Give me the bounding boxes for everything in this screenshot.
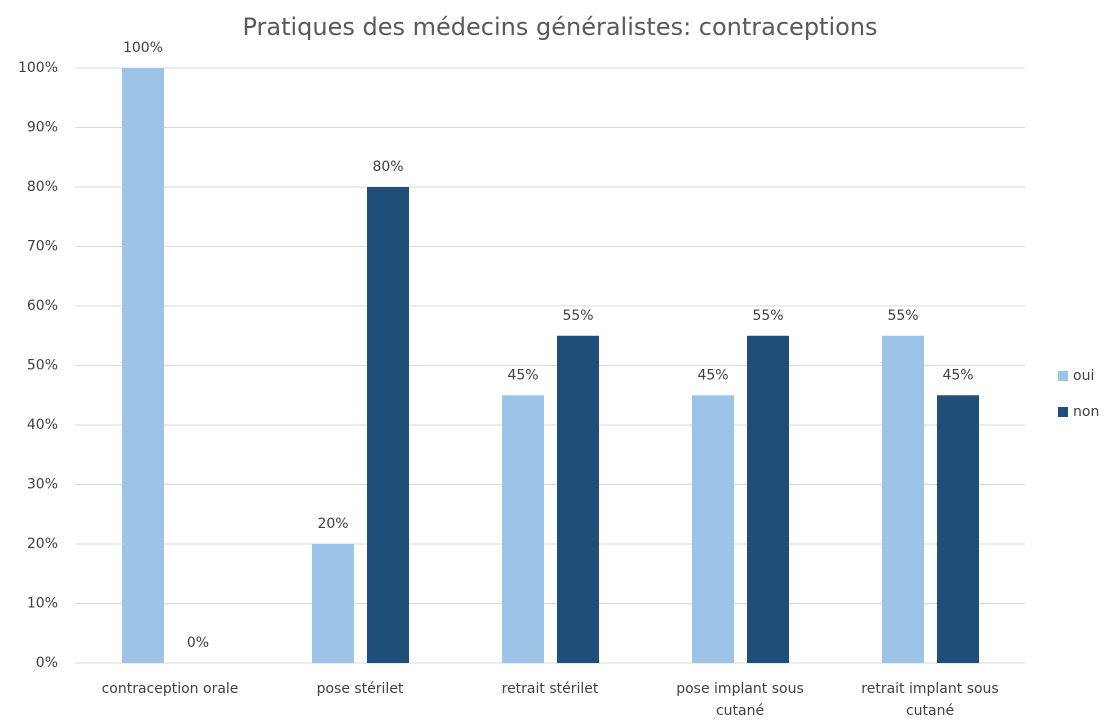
y-tick-label: 10% (27, 596, 58, 612)
bar (367, 187, 409, 663)
y-tick-label: 20% (27, 536, 58, 552)
data-label: 45% (942, 367, 973, 383)
y-tick-label: 70% (27, 239, 58, 255)
data-label: 20% (317, 516, 348, 532)
x-tick-label: pose implant sous cutané (676, 681, 804, 719)
y-tick-label: 100% (18, 60, 58, 76)
y-tick-label: 50% (27, 358, 58, 374)
bar (747, 335, 789, 663)
x-tick-label: retrait implant sous cutané (861, 681, 999, 719)
data-label: 55% (887, 308, 918, 324)
x-tick-label: contraception orale (101, 681, 239, 697)
x-tick-label: retrait stérilet (501, 681, 599, 697)
data-label: 45% (697, 367, 728, 383)
data-label: 55% (752, 308, 783, 324)
x-tick-label: pose stérilet (316, 681, 404, 697)
chart-title: Pratiques des médecins généralistes: con… (242, 13, 877, 41)
y-tick-label: 90% (27, 120, 58, 136)
bar (882, 335, 924, 663)
data-label: 45% (507, 367, 538, 383)
bar (557, 335, 599, 663)
legend-label: oui (1073, 368, 1094, 384)
bar (312, 544, 354, 663)
y-tick-label: 60% (27, 298, 58, 314)
y-tick-label: 80% (27, 179, 58, 195)
data-label: 80% (372, 159, 403, 175)
y-tick-label: 0% (36, 655, 58, 671)
legend-swatch (1058, 407, 1068, 417)
legend-swatch (1058, 371, 1068, 381)
bar (502, 395, 544, 663)
legend-label: non (1073, 404, 1099, 420)
data-label: 55% (562, 308, 593, 324)
data-label: 0% (187, 635, 209, 651)
bar (937, 395, 979, 663)
data-label: 100% (123, 40, 163, 56)
y-tick-label: 30% (27, 477, 58, 493)
bar (122, 68, 164, 663)
y-tick-label: 40% (27, 417, 58, 433)
bar (692, 395, 734, 663)
